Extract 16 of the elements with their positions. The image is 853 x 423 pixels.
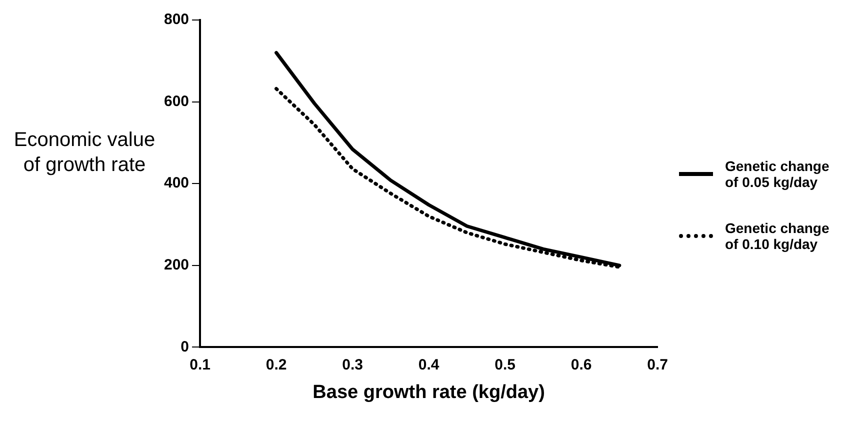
x-tick-label: 0.1 [190, 356, 210, 374]
y-tick-label: 800 [164, 11, 190, 28]
legend-label: Genetic change of 0.05 kg/day [725, 158, 830, 190]
x-tick-label: 0.2 [266, 356, 287, 374]
x-tick-label: 0.3 [342, 356, 363, 374]
y-axis-title: Economic value of growth rate [12, 128, 156, 178]
y-tick-label: 0 [180, 338, 190, 356]
x-tick-label: 0.6 [570, 356, 592, 374]
x-tick-label: 0.7 [647, 356, 668, 374]
y-tick-label: 200 [164, 256, 190, 274]
x-tick-label: 0.5 [494, 356, 516, 374]
legend-label: Genetic change of 0.10 kg/day [725, 220, 830, 252]
x-axis-title: Base growth rate (kg/day) [312, 382, 545, 403]
y-tick-label: 400 [164, 174, 190, 192]
x-tick-label: 0.4 [418, 356, 440, 374]
y-tick-label: 600 [164, 92, 190, 110]
